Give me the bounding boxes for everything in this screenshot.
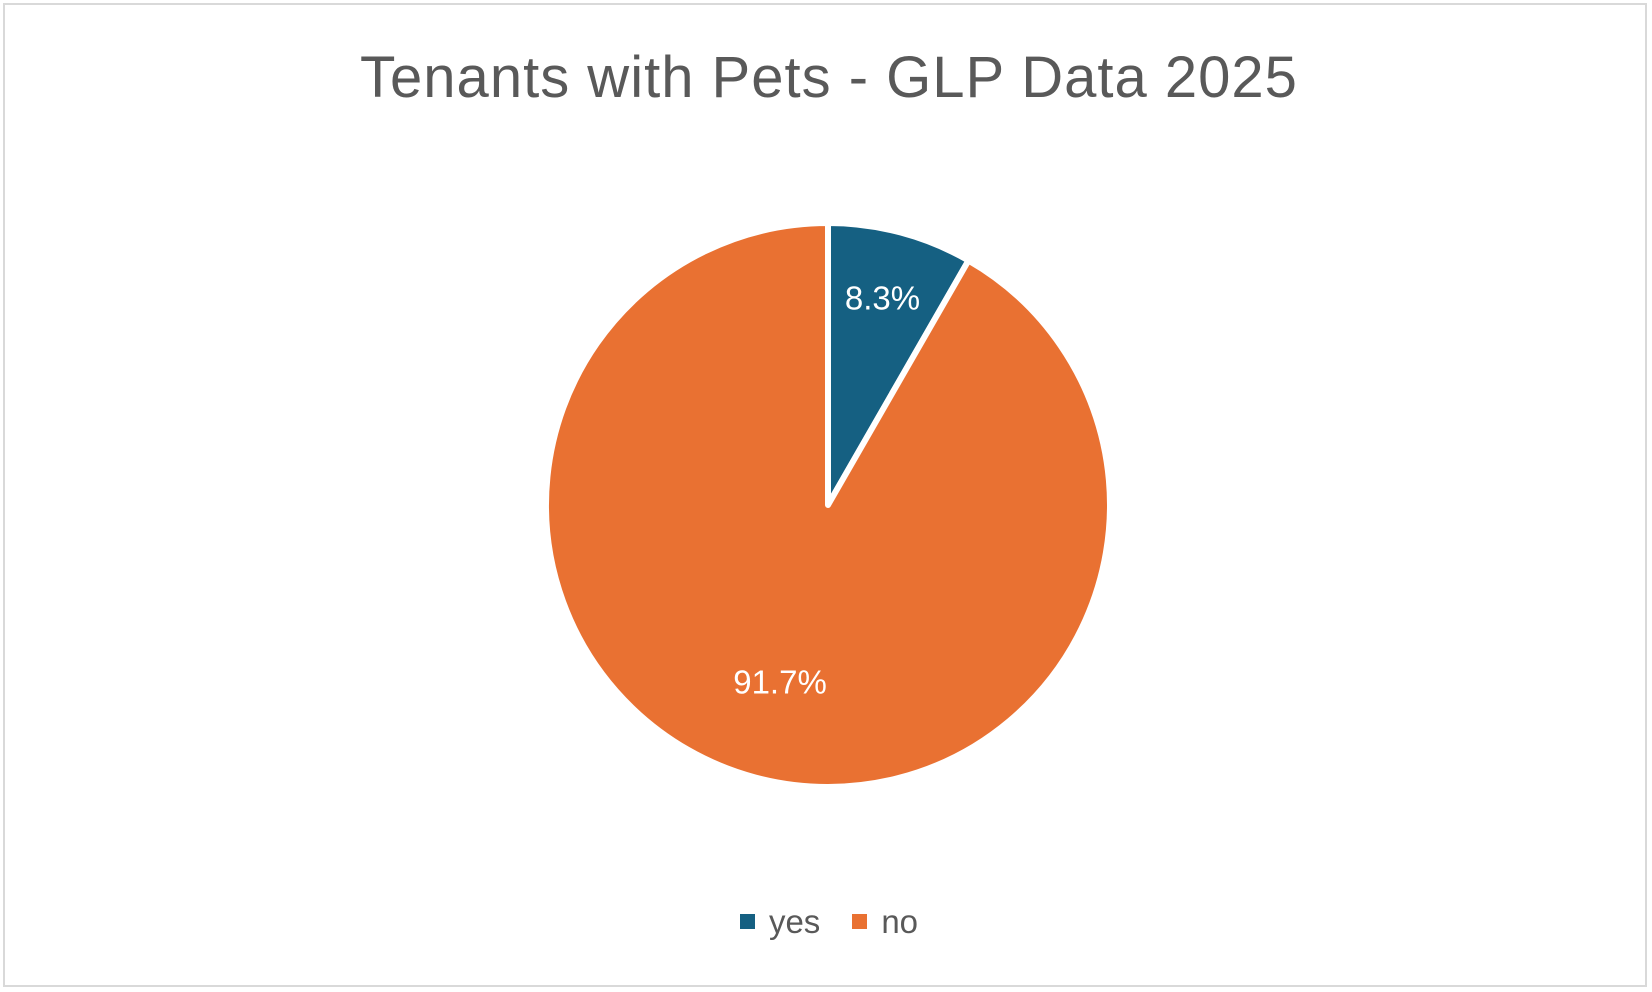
pie-slice-yes <box>825 220 972 508</box>
legend-label-yes: yes <box>768 903 821 940</box>
legend: yes no <box>5 905 1652 938</box>
legend-swatch-no <box>852 914 868 929</box>
data-label-yes: 8.3% <box>845 279 920 316</box>
pie-slice-no <box>543 220 1113 790</box>
chart-title: Tenants with Pets - GLP Data 2025 <box>360 45 1298 110</box>
legend-item-no: no <box>852 905 918 938</box>
legend-swatch-yes <box>739 914 755 929</box>
legend-label-no: no <box>881 903 919 940</box>
data-label-no: 91.7% <box>733 664 827 701</box>
legend-item-yes: yes <box>739 903 821 940</box>
chart-area: Tenants with Pets - GLP Data 2025 8.3% 91… <box>3 3 1647 987</box>
pie-plot: 8.3% 91.7% <box>543 220 1113 790</box>
